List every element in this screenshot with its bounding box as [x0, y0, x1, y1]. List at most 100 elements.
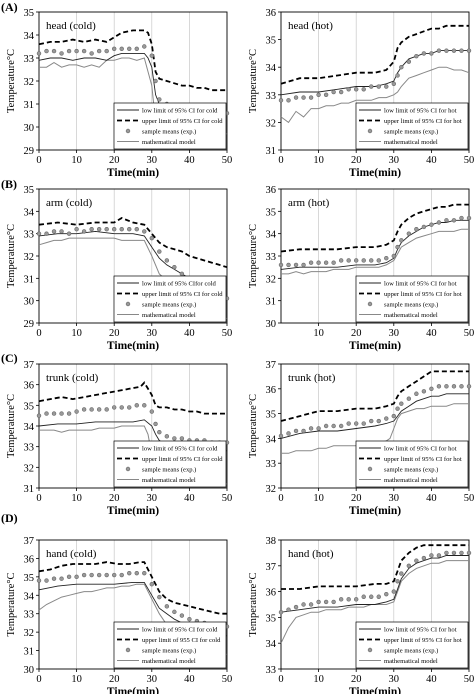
series-up: [38, 216, 228, 269]
x-axis-label: Time(min): [349, 505, 401, 517]
data-point: [59, 576, 64, 581]
data-point: [444, 218, 449, 223]
data-point: [391, 589, 396, 594]
data-point: [134, 227, 139, 232]
y-tick-label: 32: [266, 118, 277, 129]
data-point: [127, 46, 132, 51]
y-tick-label: 30: [24, 297, 35, 308]
legend-marker: [125, 647, 131, 653]
y-tick-label: 36: [266, 8, 277, 19]
data-point: [399, 401, 404, 406]
y-tick-label: 35: [266, 36, 277, 47]
series-line: [281, 228, 469, 275]
data-point: [331, 599, 336, 605]
data-point: [429, 386, 434, 391]
data-point: [414, 227, 419, 232]
legend-entry: low limit of 95% CI for cold: [117, 108, 218, 115]
legend: low limit of 95% CI for hot upper limit o…: [355, 102, 469, 150]
series-line: [280, 50, 469, 96]
y-axis-label: Temperature°C: [6, 394, 17, 458]
row-label-d: (D): [1, 511, 18, 525]
legend-entry: low limit of 95% CI for cold: [117, 446, 218, 453]
data-point: [278, 433, 284, 439]
y-tick-label: 34: [24, 31, 35, 42]
data-point: [308, 426, 314, 431]
legend-entry: sample means (exp.): [367, 302, 438, 309]
y-tick-label: 33: [266, 459, 277, 470]
data-point: [81, 48, 87, 54]
data-point: [466, 384, 472, 389]
x-tick-label: 10: [313, 155, 324, 166]
y-tick-label: 33: [266, 665, 277, 676]
x-tick-label: 0: [36, 155, 41, 166]
series-mean: [278, 215, 472, 268]
data-point: [308, 95, 314, 100]
legend-label: mathematical model: [384, 477, 438, 484]
data-point: [111, 46, 117, 51]
data-point: [466, 550, 472, 556]
data-point: [157, 594, 162, 600]
y-tick-label: 33: [266, 252, 277, 263]
data-point: [44, 578, 49, 583]
data-point: [74, 574, 79, 580]
data-point: [149, 409, 155, 414]
series-line: [38, 29, 227, 92]
legend-label: upper limit of 95% CI for hot: [384, 637, 462, 644]
x-tick-label: 20: [351, 493, 362, 504]
data-point: [89, 51, 94, 56]
data-point: [361, 421, 366, 426]
data-point: [59, 411, 64, 416]
data-point: [293, 95, 299, 100]
data-point: [157, 97, 162, 102]
legend-entry: sample means (exp.): [125, 467, 196, 474]
legend-label: low limit of 95% CI for cold: [142, 108, 218, 115]
data-point: [376, 258, 381, 263]
data-point: [316, 92, 321, 98]
y-tick-label: 35: [24, 185, 35, 196]
panel-title: trunk (hot): [288, 372, 336, 384]
data-point: [111, 405, 117, 410]
data-point: [66, 231, 72, 236]
data-point: [301, 262, 306, 268]
data-point: [451, 218, 457, 223]
legend-entry: upper limit of 955 CI for cold: [117, 637, 221, 644]
data-point: [346, 87, 351, 92]
series-model: [280, 66, 470, 124]
data-point: [119, 572, 124, 578]
data-point: [316, 426, 321, 431]
x-tick-label: 50: [464, 674, 474, 685]
series-up: [280, 203, 469, 253]
data-point: [338, 597, 344, 602]
legend: low limit of 95% CI for hot upper limit o…: [355, 621, 469, 669]
data-point: [293, 428, 299, 434]
y-tick-label: 31: [24, 484, 35, 495]
data-point: [127, 570, 132, 576]
y-tick-label: 36: [266, 185, 277, 196]
y-tick-label: 32: [24, 252, 35, 263]
row-label-a: (A): [1, 0, 18, 14]
data-point: [278, 262, 284, 268]
data-point: [361, 258, 366, 263]
data-point: [89, 407, 94, 412]
series-line: [280, 24, 469, 85]
row-label-c-text: (C): [1, 351, 18, 365]
data-point: [187, 617, 192, 622]
data-point: [414, 391, 419, 396]
x-tick-label: 10: [313, 674, 324, 685]
legend-label: low limit of 95% CI for hot: [384, 627, 457, 634]
data-point: [157, 430, 162, 435]
data-point: [172, 436, 177, 441]
data-point: [323, 423, 329, 429]
series-up: [280, 24, 469, 85]
legend: low limit of 95% CI for cold upper limit …: [113, 102, 227, 150]
series-up: [38, 381, 227, 415]
data-point: [331, 260, 336, 265]
data-point: [346, 597, 351, 602]
y-tick-label: 37: [266, 360, 277, 371]
x-tick-label: 10: [313, 328, 324, 339]
y-axis-label: Temperature°C: [6, 224, 17, 288]
data-point: [89, 572, 94, 578]
legend-marker: [125, 128, 131, 134]
data-point: [66, 411, 72, 416]
y-tick-label: 31: [24, 274, 35, 285]
